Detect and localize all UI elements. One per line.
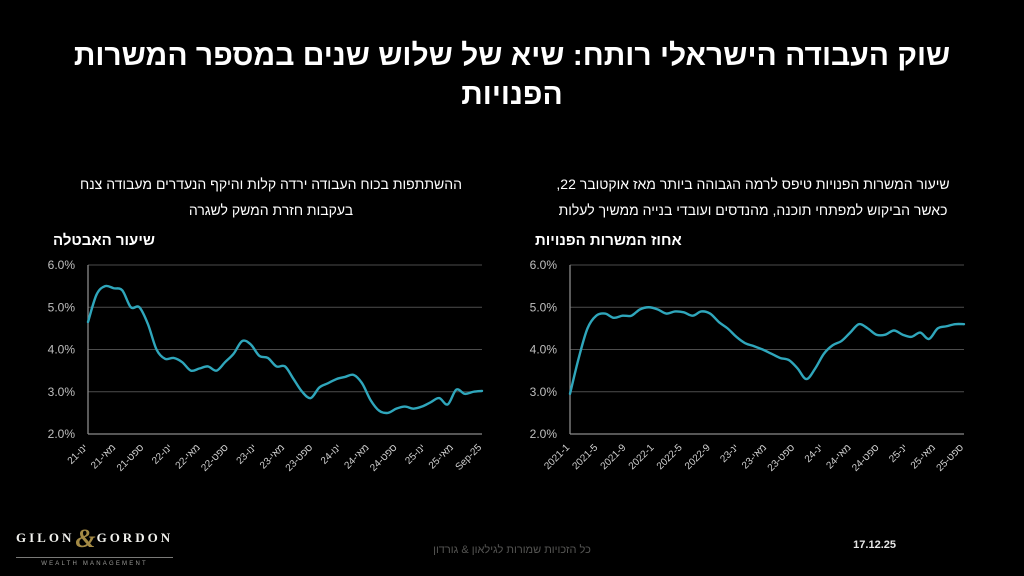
svg-text:5.0%: 5.0% xyxy=(530,300,558,314)
svg-text:3.0%: 3.0% xyxy=(48,385,76,399)
svg-text:2021-1: 2021-1 xyxy=(542,442,572,472)
svg-text:2022-9: 2022-9 xyxy=(683,442,713,472)
svg-text:25-ספט: 25-ספט xyxy=(935,442,967,474)
svg-text:22-מאי: 22-מאי xyxy=(174,442,203,471)
svg-text:22-ספט: 22-ספט xyxy=(199,442,231,474)
svg-text:2021-5: 2021-5 xyxy=(570,442,600,472)
svg-text:22-ינו: 22-ינו xyxy=(150,442,174,466)
svg-text:24-ינ: 24-ינ xyxy=(803,442,826,465)
svg-text:4.0%: 4.0% xyxy=(530,342,558,356)
svg-text:2.0%: 2.0% xyxy=(530,427,558,441)
svg-text:24-ספט: 24-ספט xyxy=(368,442,400,474)
svg-text:5.0%: 5.0% xyxy=(48,300,76,314)
svg-text:21-ינו: 21-ינו xyxy=(66,442,90,466)
svg-text:21-ספט: 21-ספט xyxy=(115,442,147,474)
svg-text:25-מאי: 25-מאי xyxy=(427,442,456,471)
svg-text:2.0%: 2.0% xyxy=(48,427,76,441)
svg-text:24-ספט: 24-ספט xyxy=(850,442,882,474)
svg-text:24-מאי: 24-מאי xyxy=(342,442,371,471)
svg-text:25-ינו: 25-ינו xyxy=(403,442,427,466)
svg-text:25-ינ: 25-ינ xyxy=(887,442,910,465)
svg-text:21-מאי: 21-מאי xyxy=(89,442,118,471)
svg-text:23-ינו: 23-ינו xyxy=(235,442,259,466)
svg-text:23-ספט: 23-ספט xyxy=(284,442,316,474)
svg-text:23-ינ: 23-ינ xyxy=(718,442,741,465)
svg-text:4.0%: 4.0% xyxy=(48,342,76,356)
svg-text:6.0%: 6.0% xyxy=(530,258,558,272)
svg-text:23-מאי: 23-מאי xyxy=(258,442,287,471)
svg-text:24-מאי: 24-מאי xyxy=(824,442,853,471)
svg-text:Sep-25: Sep-25 xyxy=(454,442,485,473)
svg-text:2022-1: 2022-1 xyxy=(627,442,657,472)
svg-text:2021-9: 2021-9 xyxy=(599,442,629,472)
svg-text:2022-5: 2022-5 xyxy=(655,442,685,472)
svg-text:6.0%: 6.0% xyxy=(48,258,76,272)
svg-text:25-מאי: 25-מאי xyxy=(909,442,938,471)
svg-text:23-מאי: 23-מאי xyxy=(740,442,769,471)
svg-text:24-ינו: 24-ינו xyxy=(319,442,343,466)
svg-text:23-ספט: 23-ספט xyxy=(766,442,798,474)
svg-text:3.0%: 3.0% xyxy=(530,385,558,399)
